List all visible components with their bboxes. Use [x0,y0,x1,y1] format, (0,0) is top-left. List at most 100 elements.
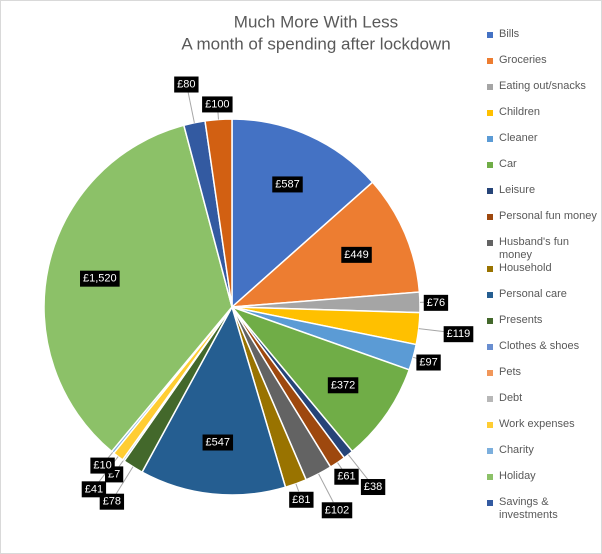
leader-line [115,466,134,495]
data-label-box [202,96,233,113]
legend-label: Husband's fun money [499,236,569,261]
data-label: £449 [344,249,368,261]
data-label-box [202,434,234,451]
legend-swatch [487,318,493,324]
pie-slice [141,305,287,496]
legend-item: Leisure [487,184,597,210]
legend-label: Children [499,106,540,118]
legend-label: Clothes & shoes [499,340,580,352]
legend-swatch [487,188,493,194]
chart-title: Much More With Less [234,12,398,31]
data-label-box [341,246,372,263]
legend-swatch [487,370,493,376]
legend-swatch [487,58,493,64]
data-label: £38 [364,481,382,493]
data-label-box [321,502,353,519]
legend-item: Eating out/snacks [487,80,597,106]
legend-label: Charity [499,444,534,456]
data-label: £80 [177,79,195,91]
leader-line [217,111,219,120]
legend-item: Husband's fun money [487,236,597,262]
data-label: £78 [103,496,121,508]
leader-line [318,473,334,503]
leader-line [187,91,195,123]
data-label-box [272,176,303,193]
legend-swatch [487,32,493,38]
data-label-box [334,468,359,485]
pie-slice [43,124,233,453]
data-label: £97 [419,357,437,369]
leader-line [118,460,124,468]
legend-label: Groceries [499,54,547,66]
data-label: £76 [427,297,445,309]
leader-line [337,462,343,470]
data-label-box [360,479,386,496]
legend-item: Holiday [487,470,597,496]
legend-label: Savings & investments [499,496,558,521]
legend-swatch [487,84,493,90]
legend-swatch [487,110,493,116]
legend-label: Household [499,262,552,274]
data-label: £587 [275,178,299,190]
legend-item: Groceries [487,54,597,80]
legend-swatch [487,240,493,246]
data-label: £119 [447,328,471,340]
legend-item: Work expenses [487,418,597,444]
data-label-box [423,294,449,311]
legend-item: Car [487,158,597,184]
data-label-box [174,76,199,93]
data-label: £1,520 [83,273,117,285]
data-label-box [80,270,120,287]
pie-slice [229,305,411,453]
data-label-box [99,493,125,510]
legend-label: Personal fun money [499,210,597,222]
legend-item: Pets [487,366,597,392]
legend-item: Charity [487,444,597,470]
legend-swatch [487,396,493,402]
data-label: £10 [93,460,111,472]
pie-slice [229,181,421,308]
data-label-box [443,326,474,343]
data-label-box [90,457,115,474]
legend-item: Personal care [487,288,597,314]
legend-item: Cleaner [487,132,597,158]
legend-label: Presents [499,314,543,326]
data-label-box [327,377,359,394]
legend-label: Bills [499,28,520,40]
chart-subtitle: A month of spending after lockdown [181,34,450,53]
legend-item: Household [487,262,597,288]
data-label: £372 [331,379,355,391]
data-label-box [416,354,441,371]
data-label: £61 [337,471,355,483]
data-label: £102 [325,504,349,516]
legend-item: Savings & investments [487,496,597,522]
data-label: £547 [206,437,230,449]
legend-item: Clothes & shoes [487,340,597,366]
legend-swatch [487,292,493,298]
data-label-box [81,481,107,498]
legend-item: Bills [487,28,597,54]
pie-slice [231,118,374,309]
data-label: £41 [85,483,103,495]
legend: Bills Groceries Eating out/snacks Children C… [487,28,597,522]
data-label-box [289,491,314,508]
legend-label: Pets [499,366,522,378]
legend-swatch [487,214,493,220]
legend-label: Car [499,158,517,170]
legend-label: Holiday [499,470,536,482]
legend-item: Personal fun money [487,210,597,236]
legend-swatch [487,344,493,350]
legend-label: Leisure [499,184,536,196]
leader-line [347,454,369,481]
legend-swatch [487,500,493,506]
data-label: £100 [205,98,229,110]
data-label: £81 [292,494,310,506]
legend-item: Children [487,106,597,132]
legend-label: Personal care [499,288,567,300]
legend-item: Presents [487,314,597,340]
legend-swatch [487,136,493,142]
legend-swatch [487,448,493,454]
legend-label: Eating out/snacks [499,80,586,92]
legend-label: Debt [499,392,523,404]
